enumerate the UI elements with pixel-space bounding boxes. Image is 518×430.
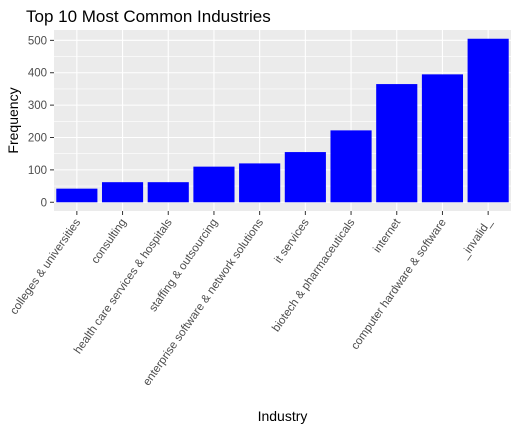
bar-0 bbox=[56, 188, 98, 203]
bar-4 bbox=[239, 163, 281, 203]
y-axis-title: Frequency bbox=[5, 87, 21, 153]
y-tick-label: 100 bbox=[28, 165, 47, 177]
x-tick-label: biotech & pharmaceuticals bbox=[270, 217, 357, 335]
x-tick-label: computer hardware & software bbox=[349, 217, 449, 352]
bar-6 bbox=[330, 130, 372, 203]
x-tick-label: colleges & universities bbox=[8, 217, 83, 317]
x-tick-label: health care services & hospitals bbox=[72, 217, 175, 357]
x-tick-label: internet bbox=[371, 216, 403, 255]
bar-3 bbox=[193, 166, 235, 203]
bar-9 bbox=[467, 38, 509, 203]
chart-title: Top 10 Most Common Industries bbox=[26, 7, 271, 26]
x-axis-title: Industry bbox=[258, 408, 308, 424]
x-tick-label: it services bbox=[273, 217, 312, 266]
y-tick-label: 400 bbox=[28, 68, 47, 80]
bar-7 bbox=[376, 84, 418, 203]
bar-5 bbox=[284, 152, 326, 203]
x-axis: colleges & universities consultinghealth … bbox=[8, 211, 495, 388]
y-tick-label: 0 bbox=[41, 197, 47, 209]
bar-2 bbox=[147, 182, 189, 203]
y-axis: 0 100 200 300 400 500 bbox=[28, 35, 54, 209]
y-tick-label: 300 bbox=[28, 100, 47, 112]
y-tick-label: 500 bbox=[28, 35, 47, 47]
bar-8 bbox=[421, 74, 464, 203]
x-tick-label: consulting bbox=[89, 217, 129, 266]
x-tick-label: _invalid_ bbox=[458, 216, 495, 261]
bar-1 bbox=[101, 182, 144, 203]
y-tick-label: 200 bbox=[28, 132, 47, 144]
bars bbox=[56, 38, 509, 203]
